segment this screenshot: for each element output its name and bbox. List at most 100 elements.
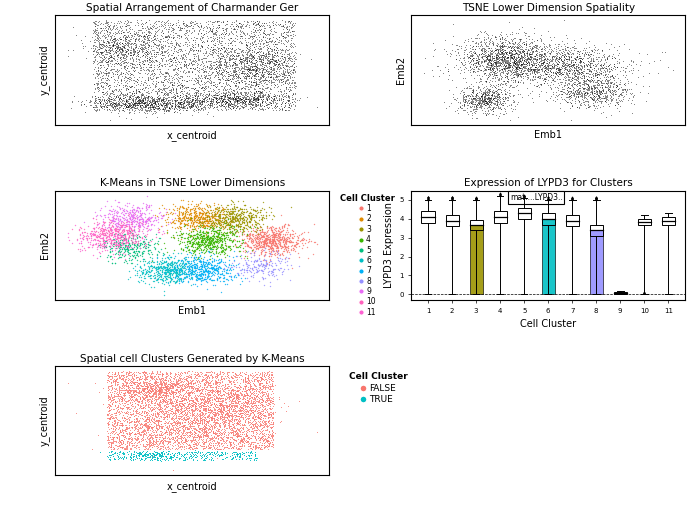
Point bbox=[610, 90, 621, 98]
Point bbox=[167, 405, 178, 413]
Point bbox=[495, 190, 506, 198]
Point bbox=[193, 77, 204, 85]
Point bbox=[134, 222, 145, 230]
Point bbox=[174, 406, 185, 414]
Point bbox=[570, 55, 581, 63]
Point bbox=[118, 382, 129, 390]
Point bbox=[148, 374, 159, 382]
Point bbox=[197, 419, 208, 427]
Point bbox=[535, 34, 546, 42]
Point bbox=[581, 85, 592, 94]
Point bbox=[189, 214, 200, 222]
Point bbox=[153, 268, 164, 276]
Point bbox=[235, 104, 246, 112]
Point bbox=[168, 267, 179, 275]
Point bbox=[199, 426, 210, 434]
Point bbox=[176, 419, 188, 427]
Point bbox=[231, 79, 242, 87]
Point bbox=[283, 238, 294, 246]
Point bbox=[215, 78, 226, 86]
Point bbox=[497, 45, 508, 54]
Point bbox=[189, 92, 200, 100]
Point bbox=[248, 407, 260, 415]
Point bbox=[138, 436, 149, 444]
Point bbox=[135, 375, 146, 383]
Point bbox=[131, 212, 142, 220]
Point bbox=[156, 386, 167, 394]
Point bbox=[275, 45, 286, 53]
Point bbox=[176, 408, 187, 416]
Point bbox=[262, 436, 273, 444]
Point bbox=[210, 444, 221, 452]
Point bbox=[251, 266, 262, 274]
Point bbox=[175, 103, 186, 111]
Point bbox=[189, 102, 200, 110]
Point bbox=[246, 264, 257, 272]
Bar bbox=[518, 207, 531, 219]
Point bbox=[102, 101, 113, 109]
Point bbox=[473, 58, 484, 66]
Point bbox=[509, 67, 520, 76]
Point bbox=[227, 261, 238, 269]
Point bbox=[253, 412, 264, 421]
Point bbox=[108, 217, 119, 225]
Point bbox=[237, 225, 248, 233]
X-axis label: Cell Cluster: Cell Cluster bbox=[520, 319, 576, 329]
Point bbox=[250, 81, 261, 89]
Point bbox=[118, 240, 129, 248]
Point bbox=[190, 50, 201, 58]
Point bbox=[209, 412, 220, 421]
Point bbox=[551, 75, 562, 83]
Point bbox=[115, 87, 126, 96]
Point bbox=[242, 399, 253, 407]
Point bbox=[280, 61, 291, 69]
Point bbox=[150, 36, 161, 44]
Point bbox=[232, 97, 243, 105]
Point bbox=[589, 76, 600, 84]
Point bbox=[106, 224, 117, 233]
Point bbox=[87, 224, 98, 232]
Point bbox=[203, 235, 215, 243]
Point bbox=[450, 106, 461, 114]
Point bbox=[491, 46, 502, 54]
Point bbox=[209, 80, 220, 88]
Point bbox=[208, 43, 219, 51]
Point bbox=[210, 24, 221, 32]
Point bbox=[616, 62, 627, 71]
Point bbox=[124, 208, 135, 216]
Point bbox=[186, 448, 197, 456]
Point bbox=[102, 25, 113, 33]
Point bbox=[179, 60, 190, 68]
Point bbox=[221, 389, 232, 397]
Point bbox=[203, 428, 215, 436]
Point bbox=[217, 98, 228, 106]
Point bbox=[131, 429, 143, 437]
Point bbox=[274, 418, 285, 426]
Point bbox=[140, 420, 152, 428]
Point bbox=[97, 224, 108, 233]
Point bbox=[519, 49, 530, 57]
Point bbox=[187, 43, 198, 51]
Point bbox=[189, 209, 200, 217]
Point bbox=[136, 40, 147, 48]
Point bbox=[219, 280, 230, 288]
Point bbox=[543, 195, 554, 203]
Point bbox=[572, 103, 583, 111]
Point bbox=[200, 405, 211, 413]
Point bbox=[107, 35, 118, 43]
Point bbox=[459, 68, 470, 77]
Point bbox=[125, 224, 136, 233]
Point bbox=[229, 370, 240, 378]
Point bbox=[165, 452, 176, 460]
Point bbox=[508, 55, 519, 63]
Point bbox=[116, 439, 127, 448]
Point bbox=[264, 434, 275, 442]
Point bbox=[198, 268, 209, 276]
Point bbox=[193, 419, 204, 427]
Point bbox=[161, 384, 172, 392]
Point bbox=[136, 217, 147, 225]
Point bbox=[199, 419, 210, 427]
Point bbox=[163, 386, 174, 394]
Point bbox=[592, 91, 603, 100]
Point bbox=[149, 99, 161, 107]
